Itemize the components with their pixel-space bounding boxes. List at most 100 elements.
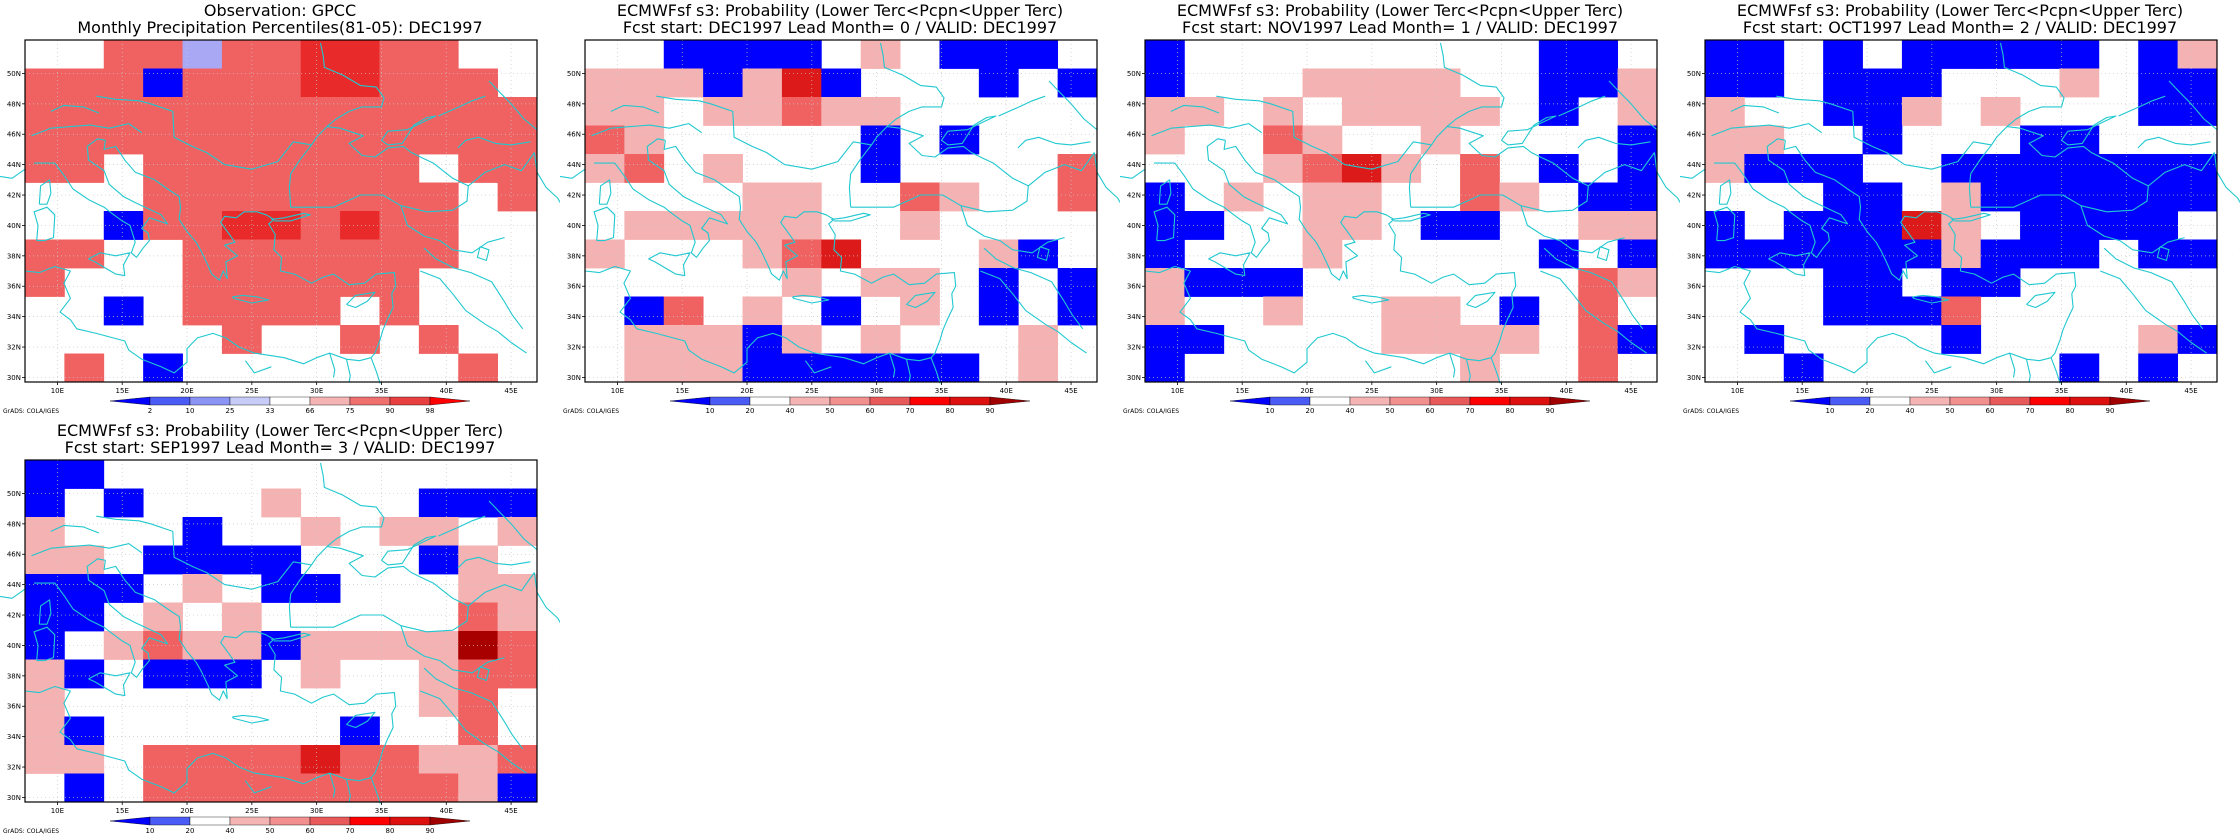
grid-cell [1381, 154, 1422, 183]
lon-label: 30E [310, 387, 323, 395]
grid-cell [25, 659, 65, 689]
grid-cell [1705, 239, 1745, 269]
grid-cell [261, 68, 302, 98]
grid-cell [1980, 268, 2021, 297]
lat-label: 50N [7, 490, 21, 498]
grid-cell [261, 488, 302, 518]
grid-cell [663, 325, 704, 354]
grid-cell [2020, 182, 2060, 212]
grid-cell [1302, 154, 1343, 183]
grid-cell [143, 182, 183, 212]
map-frame [24, 459, 538, 803]
grid-cell [64, 125, 105, 155]
grid-cell [1617, 125, 1658, 155]
grid-cell [458, 716, 499, 746]
grads-credit: GrADS: COLA/IGES [3, 828, 59, 835]
grid-cell [1420, 97, 1461, 126]
grid-cell [143, 659, 183, 689]
grid-cell [703, 325, 743, 354]
lat-label: 48N [7, 520, 21, 528]
grid-cell [261, 154, 302, 183]
lon-label: 25E [245, 387, 258, 395]
grid-cell [2020, 40, 2060, 69]
colorbar-label: 70 [2026, 407, 2035, 415]
coastlines [1680, 42, 2240, 384]
grid-cell [1578, 68, 1619, 98]
lat-label: 46N [567, 131, 581, 139]
lon-label: 20E [180, 387, 193, 395]
grid-cell [1381, 325, 1422, 354]
grads-credit: GrADS: COLA/IGES [1683, 408, 1739, 415]
lon-label: 35E [935, 387, 948, 395]
grid-cell [64, 68, 105, 98]
lon-label: 15E [116, 807, 129, 815]
grid-cell [379, 773, 420, 803]
grid-cell [900, 182, 940, 212]
grid-cell [379, 40, 420, 69]
coastlines [0, 462, 560, 804]
grid-cell [103, 488, 144, 518]
lat-label: 44N [567, 161, 581, 169]
grid-cell [663, 353, 704, 383]
lat-label: 38N [7, 252, 21, 260]
grid-cell [1823, 154, 1863, 183]
grid-cell [1145, 353, 1185, 383]
grid-cell [1980, 97, 2021, 126]
grid-cell [1862, 125, 1903, 155]
colorbar-label: 80 [386, 827, 395, 835]
grid-cell [2059, 211, 2100, 240]
lat-label: 48N [567, 100, 581, 108]
lon-label: 35E [375, 387, 388, 395]
graticule [25, 40, 537, 382]
panel-subtitle: Fcst start: SEP1997 Lead Month= 3 / VALI… [64, 438, 496, 457]
grid-cell [25, 488, 65, 518]
panel-title: ECMWFsf s3: Probability (Lower Terc<Pcpn… [1176, 1, 1624, 20]
grid-cell [624, 154, 665, 183]
grid-cell [418, 68, 459, 98]
lat-label: 44N [7, 581, 21, 589]
grid-cell [379, 745, 420, 774]
colorbar-label: 80 [1506, 407, 1515, 415]
lon-label: 35E [375, 807, 388, 815]
grid-cell [742, 296, 783, 326]
grid-cell [624, 325, 665, 354]
grid-cell [458, 631, 499, 660]
lat-label: 34N [1127, 313, 1141, 321]
grid-cell [1184, 97, 1225, 126]
grid-cell [1941, 325, 1982, 354]
grid-cell [418, 40, 459, 69]
grid-cell [458, 773, 499, 803]
lat-label: 32N [1127, 344, 1141, 352]
grid-cell [458, 745, 499, 774]
grid-cell [2177, 68, 2218, 98]
grid-cell [703, 40, 743, 69]
grid-cell [1783, 353, 1824, 383]
grid-cell [1381, 296, 1422, 326]
lat-label: 46N [7, 131, 21, 139]
grid-cell [2138, 182, 2179, 212]
lat-label: 38N [1127, 252, 1141, 260]
grid-cell [458, 68, 499, 98]
grid-cell [1823, 182, 1863, 212]
grid-cell [379, 68, 420, 98]
grid-cell [1980, 154, 2021, 183]
grid-cell [497, 574, 538, 603]
grid-cell [1145, 268, 1185, 297]
grid-cell [103, 68, 144, 98]
lon-label: 20E [1300, 387, 1313, 395]
map-panel: ECMWFsf s3: Probability (Lower Terc<Pcpn… [560, 0, 1120, 420]
lon-label: 20E [1860, 387, 1873, 395]
grid-cell [340, 182, 380, 212]
colorbar-label: 50 [266, 827, 275, 835]
grid-cell [143, 745, 183, 774]
grid-cell [1901, 97, 1942, 126]
grid-cell [261, 745, 302, 774]
grid-cell [25, 517, 65, 546]
grid-cell [2138, 68, 2179, 98]
map-frame [1704, 39, 2218, 383]
grid-cell [1744, 40, 1785, 69]
grid-cell [781, 97, 822, 126]
lat-label: 42N [7, 612, 21, 620]
